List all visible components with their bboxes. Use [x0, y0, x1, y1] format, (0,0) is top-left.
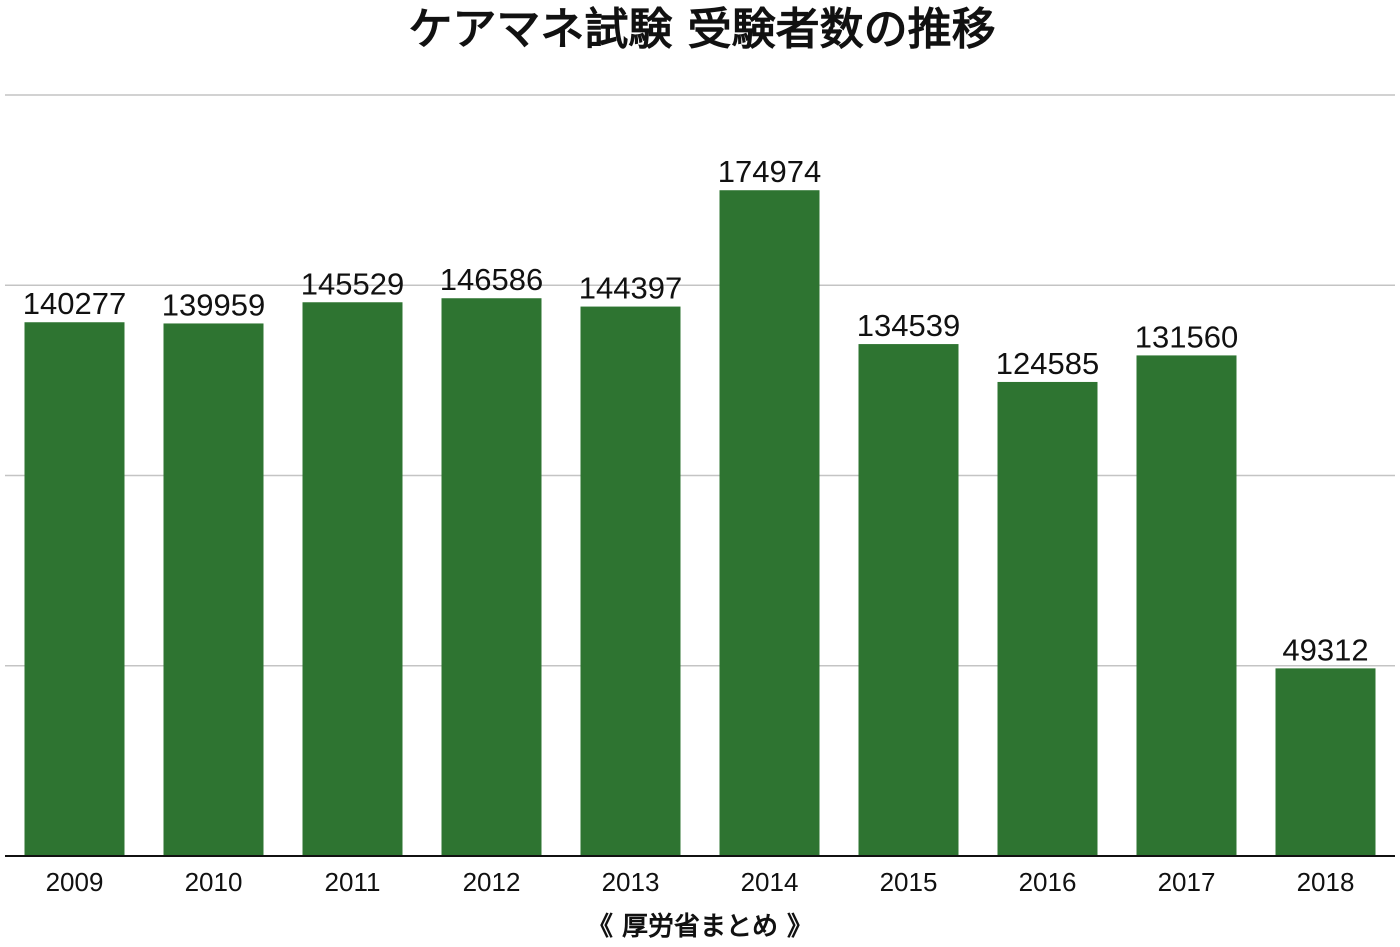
chart-title: ケアマネ試験 受験者数の推移 [408, 4, 995, 55]
bar-2017 [1136, 355, 1237, 856]
data-label-2018: 49312 [1282, 632, 1368, 667]
bar-2018 [1275, 668, 1376, 856]
data-label-2014: 174974 [718, 154, 821, 189]
x-tick-2009: 2009 [46, 867, 104, 897]
bar-2010 [163, 323, 264, 856]
data-label-2016: 124585 [996, 346, 1099, 381]
bar-2016 [997, 381, 1098, 856]
x-tick-2014: 2014 [741, 867, 799, 897]
data-labels: 140277 139959 145529 146586 144397 174974 1345… [23, 154, 1369, 667]
x-tick-2012: 2012 [463, 867, 521, 897]
x-tick-2017: 2017 [1158, 867, 1216, 897]
x-tick-2013: 2013 [602, 867, 660, 897]
data-label-2009: 140277 [23, 286, 126, 321]
bar-2013 [580, 306, 681, 856]
bar-2011 [302, 302, 403, 856]
data-label-2012: 146586 [440, 262, 543, 297]
data-label-2011: 145529 [301, 266, 404, 301]
bar-2015 [858, 344, 959, 856]
x-tick-2011: 2011 [325, 867, 381, 897]
x-tick-2015: 2015 [880, 867, 938, 897]
x-tick-labels: 2009 2010 2011 2012 2013 2014 2015 2016 2017 2018 [46, 867, 1355, 897]
bar-2009 [24, 322, 125, 857]
x-tick-2010: 2010 [185, 867, 243, 897]
x-axis-label: 《 厚労省まとめ 》 [587, 912, 813, 942]
x-tick-2018: 2018 [1297, 867, 1355, 897]
bar-2014 [719, 190, 820, 856]
data-label-2013: 144397 [579, 271, 682, 306]
bar-2012 [441, 298, 542, 857]
data-label-2017: 131560 [1135, 319, 1238, 354]
x-tick-2016: 2016 [1019, 867, 1077, 897]
bars [24, 190, 1376, 857]
data-label-2015: 134539 [857, 308, 960, 343]
data-label-2010: 139959 [162, 287, 265, 322]
